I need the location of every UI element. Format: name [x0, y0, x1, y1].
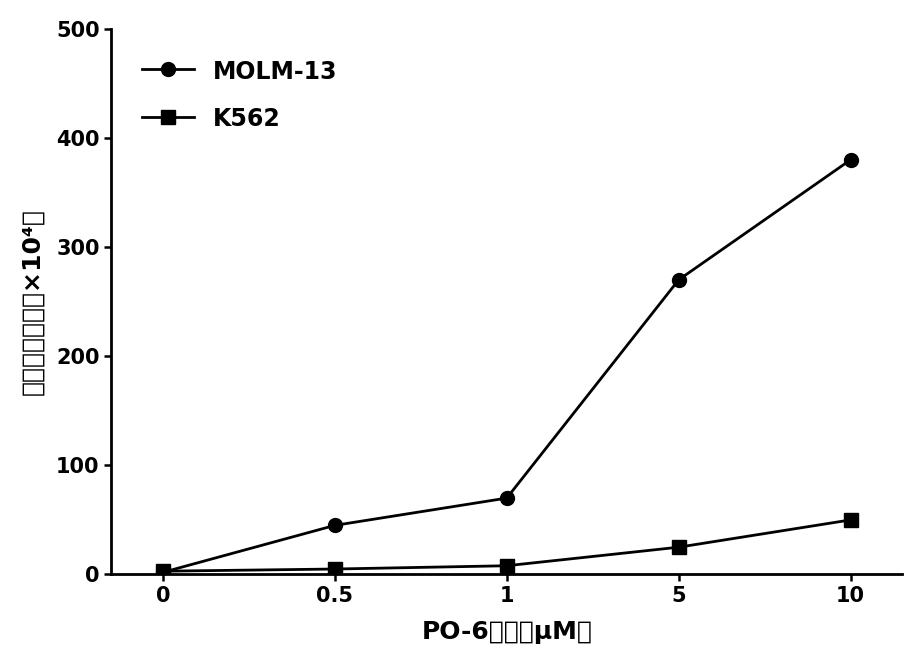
K562	[158, 567, 169, 575]
MOLM-13	[845, 156, 857, 164]
K562	[501, 562, 512, 570]
MOLM-13	[158, 569, 169, 577]
MOLM-13	[673, 276, 684, 284]
Y-axis label: 平均荧光强度（×10⁴）: 平均荧光强度（×10⁴）	[21, 208, 45, 395]
Line: MOLM-13: MOLM-13	[156, 153, 857, 579]
X-axis label: PO-6浓度（μM）: PO-6浓度（μM）	[421, 620, 593, 644]
MOLM-13	[501, 494, 512, 502]
MOLM-13	[330, 521, 341, 529]
K562	[673, 543, 684, 551]
K562	[845, 516, 857, 524]
Legend: MOLM-13, K562: MOLM-13, K562	[123, 41, 356, 150]
K562	[330, 565, 341, 573]
Line: K562: K562	[156, 513, 857, 578]
